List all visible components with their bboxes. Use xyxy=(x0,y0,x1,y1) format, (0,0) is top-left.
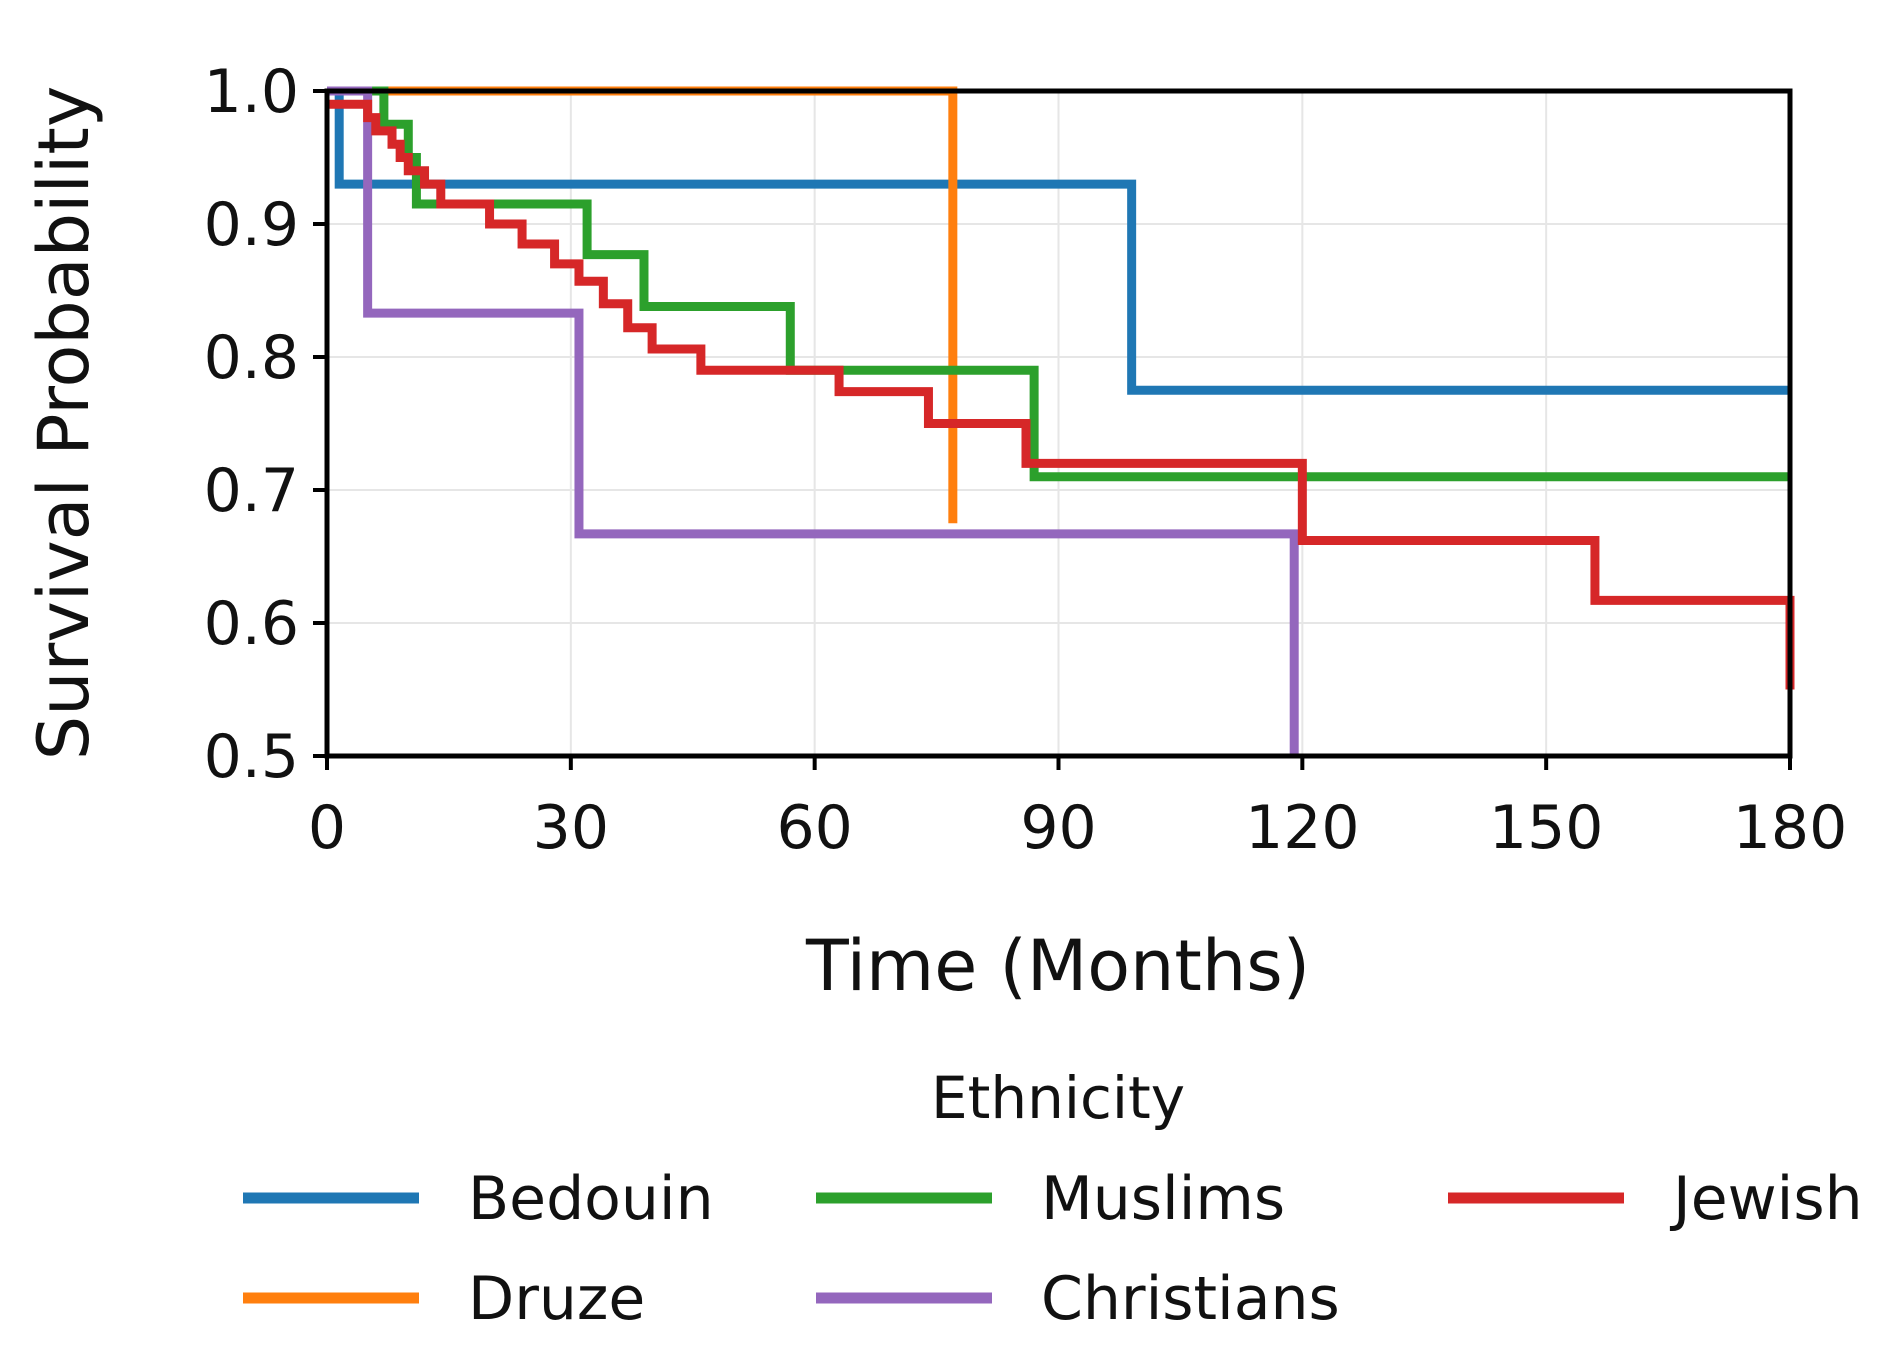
axis-ticks: 0 30 60 90 120 150 180 0.5 0.6 0.7 0.8 0.9 1.0 xyxy=(204,57,1848,863)
series-line-muslims xyxy=(327,86,1790,482)
legend-item-jewish: Jewish xyxy=(1448,1164,1863,1234)
y-tick-label: 0.5 xyxy=(204,722,299,792)
legend-item-bedouin: Bedouin xyxy=(243,1164,714,1234)
x-axis-title: Time (Months) xyxy=(805,925,1310,1007)
gridlines xyxy=(326,90,1791,757)
x-tick-label: 180 xyxy=(1733,793,1848,863)
series-line-jewish xyxy=(327,99,1795,690)
x-tick-label: 0 xyxy=(308,793,346,863)
legend-label: Bedouin xyxy=(468,1164,714,1234)
legend-item-muslims: Muslims xyxy=(816,1164,1285,1234)
y-tick-label: 0.7 xyxy=(204,456,299,526)
y-tick-label: 0.9 xyxy=(204,190,299,260)
x-tick-label: 60 xyxy=(776,793,852,863)
legend-label: Druze xyxy=(468,1264,645,1334)
legend-label: Muslims xyxy=(1041,1164,1285,1234)
y-tick-label: 0.6 xyxy=(204,589,299,659)
y-tick-label: 1.0 xyxy=(204,57,299,127)
y-tick-label: 0.8 xyxy=(204,323,299,393)
legend-title: Ethnicity xyxy=(931,1064,1185,1132)
legend: Bedouin Druze Muslims Christians Jewish xyxy=(243,1164,1863,1334)
x-tick-label: 150 xyxy=(1489,793,1604,863)
x-tick-label: 30 xyxy=(533,793,609,863)
series-line-christians xyxy=(327,86,1299,756)
legend-label: Christians xyxy=(1041,1264,1340,1334)
x-tick-label: 90 xyxy=(1020,793,1096,863)
x-tick-label: 120 xyxy=(1245,793,1360,863)
legend-item-druze: Druze xyxy=(243,1264,645,1334)
legend-item-christians: Christians xyxy=(816,1264,1340,1334)
y-axis-title: Survival Probability xyxy=(23,86,105,761)
legend-label: Jewish xyxy=(1669,1164,1863,1234)
